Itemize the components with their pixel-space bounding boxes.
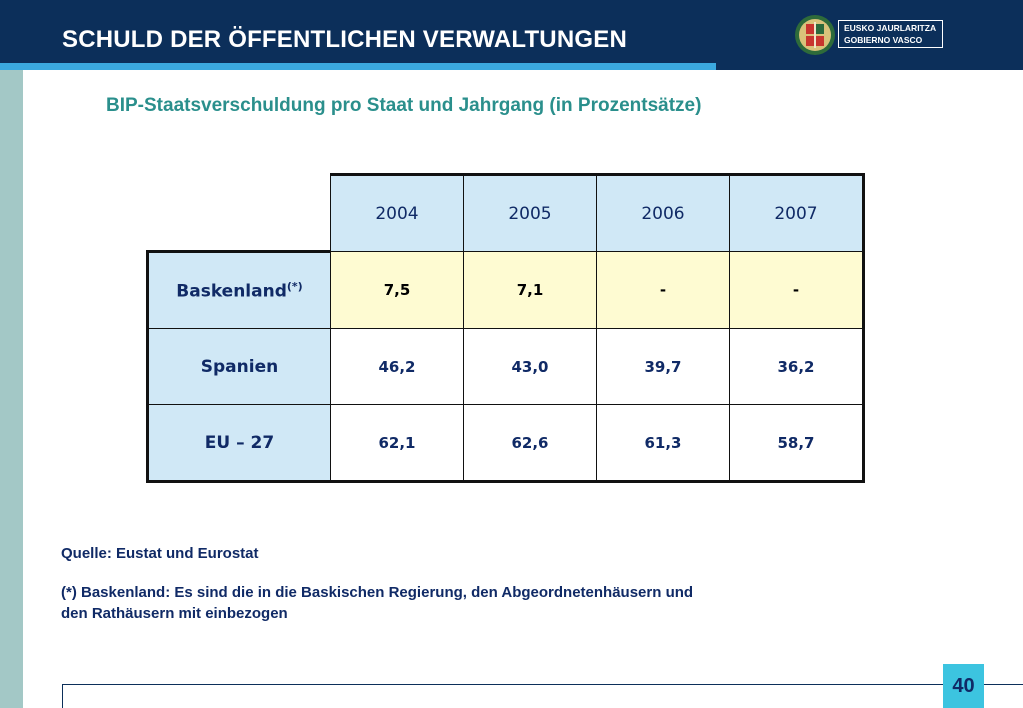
- table-row: Baskenland(*) 7,5 7,1 - -: [146, 250, 865, 329]
- row-label: Spanien: [146, 328, 331, 405]
- slide-title: SCHULD DER ÖFFENTLICHEN VERWALTUNGEN: [62, 26, 627, 53]
- source-note: Quelle: Eustat und Eurostat: [61, 545, 259, 562]
- table-cell: -: [596, 251, 730, 329]
- table-cell: 39,7: [596, 328, 730, 405]
- slide-header: SCHULD DER ÖFFENTLICHEN VERWALTUNGEN EUS…: [0, 0, 1023, 70]
- table-cell: 62,6: [463, 404, 597, 483]
- header-accent-stripe: [0, 63, 716, 70]
- table-row: EU – 27 62,1 62,6 61,3 58,7: [146, 404, 865, 483]
- table-cell: -: [729, 251, 865, 329]
- table-cell: 7,1: [463, 251, 597, 329]
- footer-tick: [62, 684, 63, 708]
- footnote: (*) Baskenland: Es sind die in die Baski…: [61, 582, 851, 624]
- footnote-line-2: den Rathäusern mit einbezogen: [61, 605, 288, 622]
- footer-divider: [62, 684, 1023, 685]
- row-label: Baskenland(*): [146, 250, 331, 329]
- table-cell: 62,1: [330, 404, 464, 483]
- logo-line-2: GOBIERNO VASCO: [844, 35, 923, 45]
- year-header: 2006: [596, 173, 730, 252]
- left-side-bar: [0, 70, 23, 708]
- year-header: 2004: [330, 173, 464, 252]
- debt-table: 2004 2005 2006 2007 Baskenland(*) 7,5 7,…: [146, 173, 865, 483]
- page-number: 40: [943, 664, 984, 708]
- basque-government-crest-icon: [795, 15, 835, 55]
- table-cell: 43,0: [463, 328, 597, 405]
- table-cell: 7,5: [330, 251, 464, 329]
- footnote-marker: (*): [286, 279, 303, 293]
- table-row: Spanien 46,2 43,0 39,7 36,2: [146, 328, 865, 405]
- year-header: 2007: [729, 173, 865, 252]
- row-label: EU – 27: [146, 404, 331, 483]
- logo-line-1: EUSKO JAURLARITZA: [844, 23, 937, 33]
- table-cell: 36,2: [729, 328, 865, 405]
- logo-wordmark: EUSKO JAURLARITZA GOBIERNO VASCO: [838, 20, 943, 48]
- table-cell: 58,7: [729, 404, 865, 483]
- government-logo: EUSKO JAURLARITZA GOBIERNO VASCO: [794, 14, 946, 56]
- footnote-line-1: (*) Baskenland: Es sind die in die Baski…: [61, 584, 694, 601]
- table-cell: 61,3: [596, 404, 730, 483]
- table-header-row: 2004 2005 2006 2007: [147, 173, 865, 252]
- table-caption: BIP-Staatsverschuldung pro Staat und Jah…: [106, 95, 702, 116]
- corner-cell: [147, 174, 331, 252]
- year-header: 2005: [463, 173, 597, 252]
- row-label-text: Baskenland: [176, 281, 287, 302]
- table-cell: 46,2: [330, 328, 464, 405]
